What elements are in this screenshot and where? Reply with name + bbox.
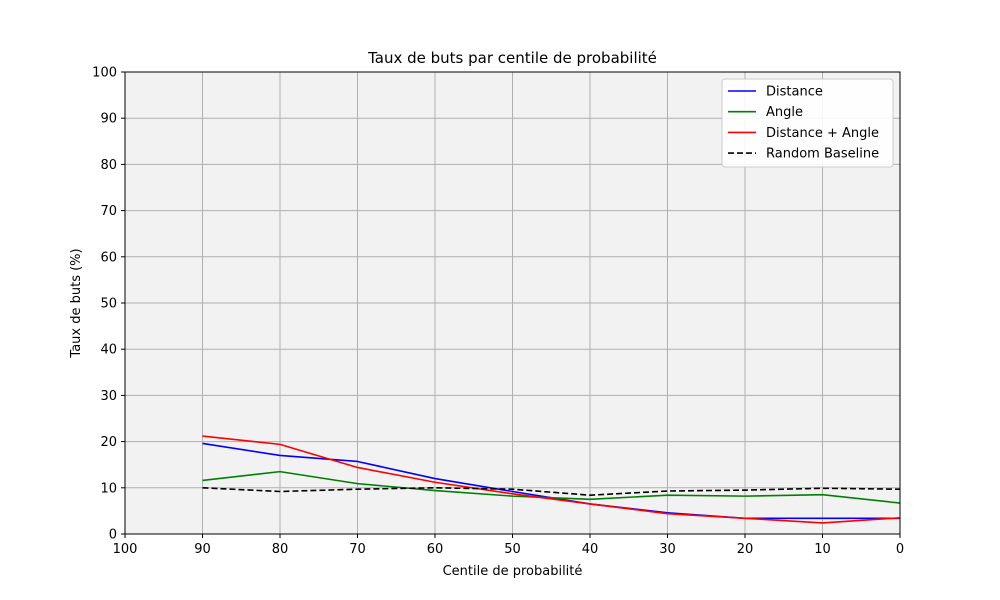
series-line-angle — [202, 470, 901, 504]
x-axis-label: Centile de probabilité — [443, 564, 583, 579]
y-tick-label: 40 — [100, 343, 117, 358]
series-layer — [202, 435, 901, 524]
y-tick-label: 50 — [100, 297, 117, 312]
x-axis: 100 90 80 70 60 50 40 30 20 10 0 — [113, 534, 904, 557]
y-tick-label: 100 — [92, 66, 117, 81]
y-tick-label: 60 — [100, 250, 117, 265]
x-tick-label: 100 — [113, 542, 138, 557]
x-tick-label: 0 — [896, 542, 904, 557]
x-tick-label: 30 — [659, 542, 676, 557]
legend-label: Random Baseline — [766, 147, 879, 162]
x-tick-label: 10 — [814, 542, 831, 557]
x-tick-label: 20 — [737, 542, 754, 557]
y-axis: 0 10 20 30 40 50 60 70 80 90 100 — [92, 66, 125, 543]
x-tick-label: 40 — [582, 542, 599, 557]
series-line-random-baseline — [202, 486, 901, 496]
y-tick-label: 0 — [109, 528, 117, 543]
x-tick-label: 90 — [194, 542, 211, 557]
x-tick-label: 70 — [349, 542, 366, 557]
y-tick-label: 30 — [100, 389, 117, 404]
y-tick-label: 80 — [100, 158, 117, 173]
y-axis-label: Taux de buts (%) — [69, 248, 84, 358]
legend-label: Distance + Angle — [766, 126, 879, 141]
legend-box — [721, 78, 894, 168]
x-tick-label: 80 — [272, 542, 289, 557]
x-tick-label: 60 — [427, 542, 444, 557]
y-tick-label: 10 — [100, 481, 117, 496]
chart-title: Taux de buts par centile de probabilité — [367, 49, 657, 67]
y-tick-label: 70 — [100, 204, 117, 219]
x-tick-label: 50 — [504, 542, 521, 557]
y-tick-label: 20 — [100, 435, 117, 450]
legend-label: Angle — [766, 105, 803, 120]
series-line-distance-angle — [202, 435, 901, 524]
legend: Distance Angle Distance + Angle Random Base… — [721, 78, 894, 168]
y-tick-label: 90 — [100, 112, 117, 127]
legend-label: Distance — [766, 85, 823, 100]
